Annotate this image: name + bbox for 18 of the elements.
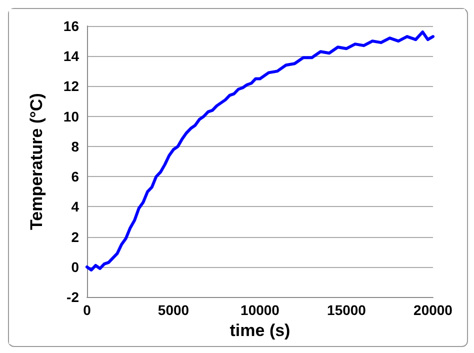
x-tick-label: 20000 (414, 302, 453, 318)
y-tick-label: 4 (71, 198, 80, 215)
y-tick-label: 8 (71, 138, 80, 154)
y-tick-label: 16 (63, 18, 80, 34)
x-tick-label: 15000 (327, 302, 366, 318)
y-tick-label: 0 (71, 258, 80, 275)
x-tick-label: 5000 (158, 302, 190, 318)
y-tick-label: 6 (71, 168, 80, 185)
line-series (86, 30, 434, 272)
x-tick-label: 10000 (240, 302, 280, 318)
x-axis-title: time (s) (230, 321, 290, 340)
y-axis-title: Temperature (°C) (27, 93, 46, 230)
y-tick-label: 12 (63, 78, 80, 94)
y-tick-label: 2 (71, 228, 80, 245)
y-tick-label: 14 (63, 48, 80, 64)
y-tick-label: 10 (63, 108, 80, 124)
x-tick-label: 0 (83, 302, 92, 318)
y-tick-label: -2 (66, 289, 80, 306)
